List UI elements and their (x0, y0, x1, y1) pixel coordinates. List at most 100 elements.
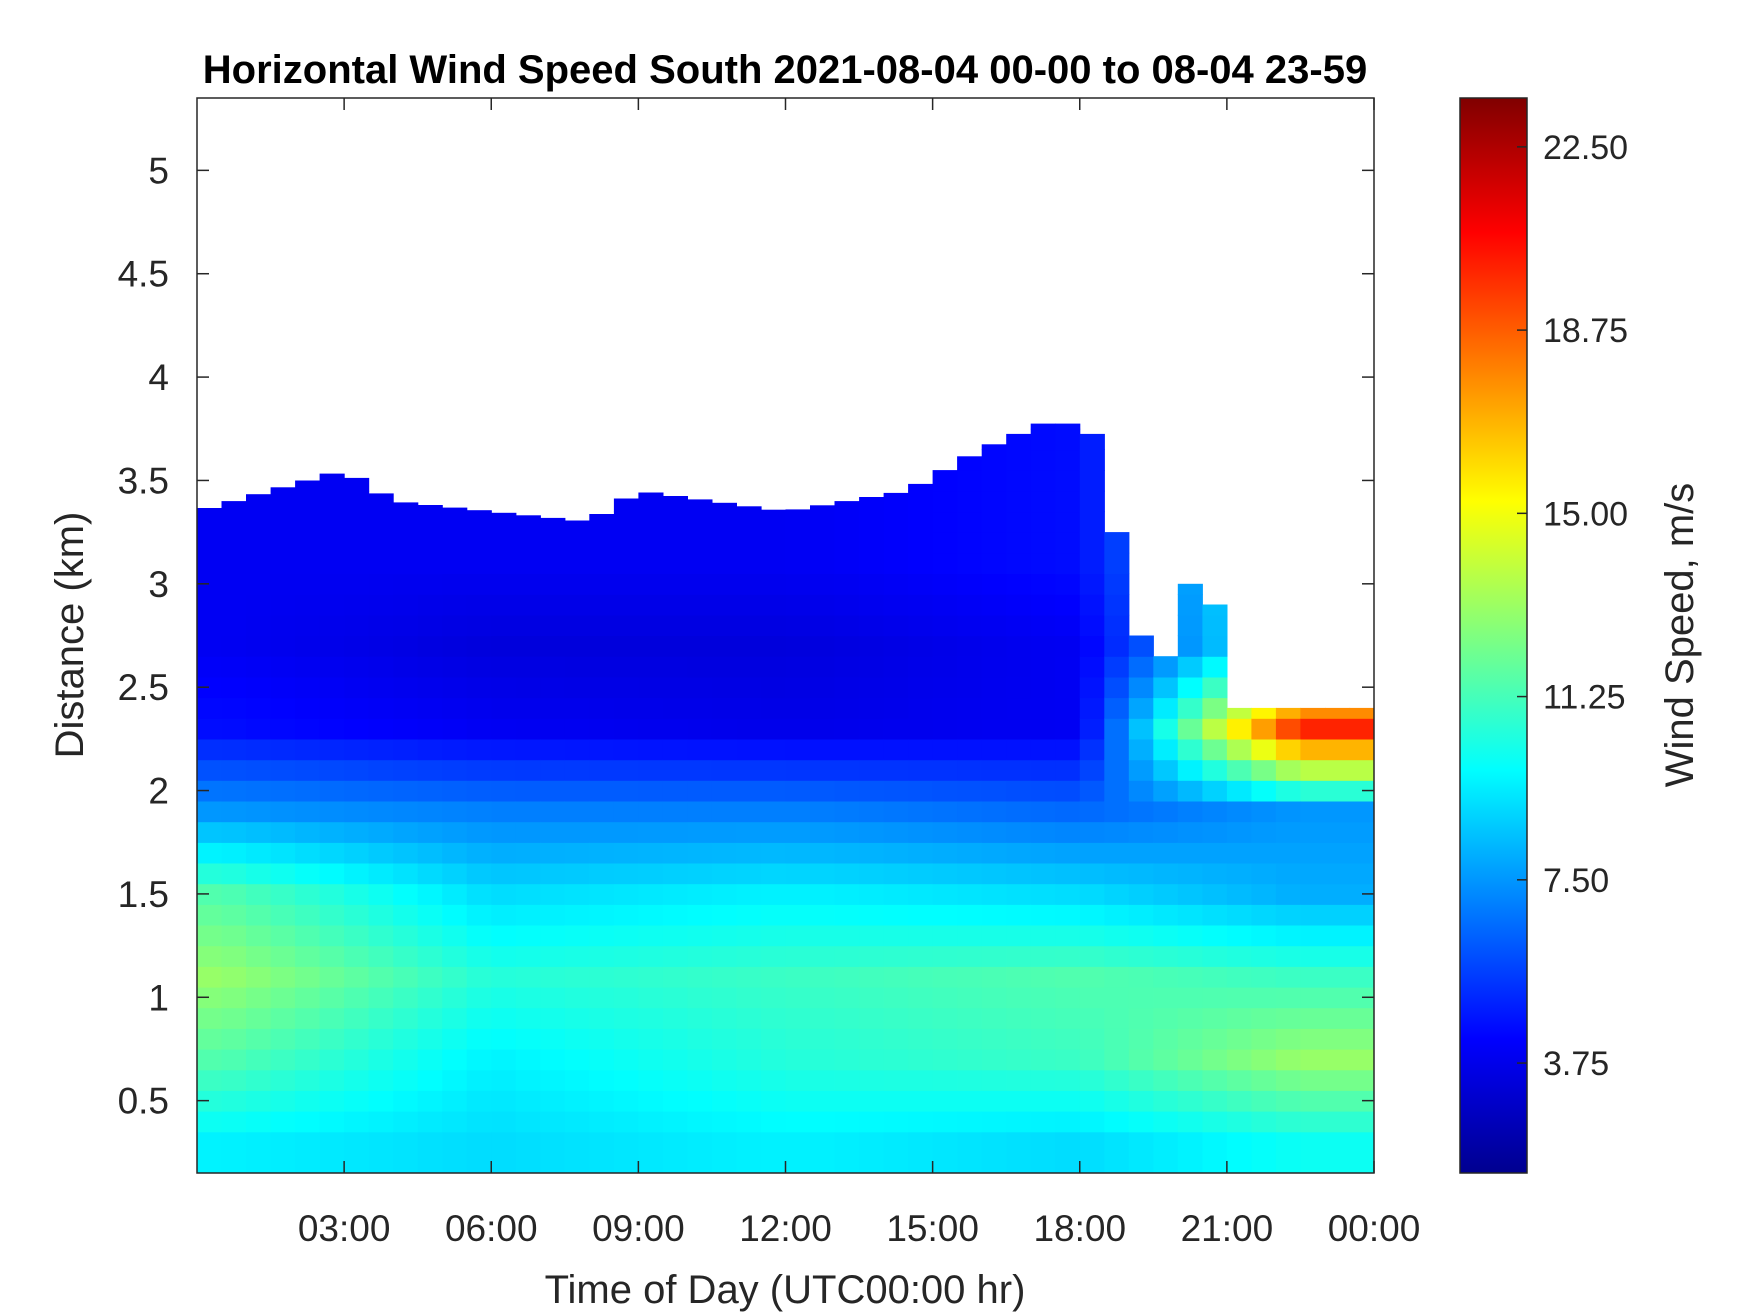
heatmap-cell-270 (393, 1111, 419, 1133)
heatmap-cell-1249 (1104, 986, 1130, 1009)
heatmap-cell-248 (368, 883, 394, 905)
heatmap-cell-628 (662, 1111, 688, 1133)
heatmap-cell-216 (344, 842, 370, 864)
heatmap-cell-876 (834, 759, 860, 781)
heatmap-cell-491 (540, 594, 566, 616)
heatmap-cell-958 (908, 1111, 934, 1133)
heatmap-cell-567 (613, 1007, 639, 1029)
heatmap-cell-859 (834, 1111, 860, 1133)
heatmap-cell-1054 (957, 532, 983, 554)
heatmap-cell-939 (883, 821, 909, 843)
heatmap-cell-654 (662, 573, 688, 595)
heatmap-cell-66 (246, 1152, 272, 1173)
heatmap-cell-942 (883, 759, 909, 781)
heatmap-cell-1205 (1079, 1152, 1105, 1173)
heatmap-cell-1514 (1349, 759, 1374, 781)
heatmap-cell-691 (687, 499, 713, 513)
heatmap-cell-853 (810, 552, 836, 575)
heatmap-cell-125 (270, 614, 296, 637)
heatmap-cell-747 (736, 697, 762, 719)
heatmap-cell-1274 (1128, 1111, 1154, 1133)
heatmap-cell-769 (761, 924, 787, 947)
heatmap-cell-1513 (1349, 780, 1374, 802)
heatmap-cell-839 (810, 842, 836, 864)
heatmap-cell-1220 (1079, 842, 1105, 864)
heatmap-cell-431 (491, 512, 517, 533)
heatmap-cell-1261 (1104, 738, 1130, 761)
heatmap-cell-1219 (1079, 862, 1105, 885)
heatmap-cell-272 (393, 1069, 419, 1091)
heatmap-cell-1391 (1226, 924, 1252, 947)
heatmap-cell-1233 (1079, 573, 1105, 595)
heatmap-cell-1092 (981, 470, 1007, 492)
heatmap-cell-425 (491, 635, 517, 657)
heatmap-cell-1342 (1177, 759, 1203, 781)
heatmap-cell-668 (687, 966, 713, 988)
heatmap-cell-1515 (1349, 738, 1374, 761)
heatmap-cell-1339 (1177, 821, 1203, 843)
heatmap-cell-331 (417, 532, 443, 554)
heatmap-cell-4 (197, 1069, 223, 1091)
heatmap-cell-56 (221, 676, 247, 699)
heatmap-cell-131 (270, 490, 296, 513)
heatmap-cell-297 (393, 552, 419, 575)
heatmap-cell-375 (466, 986, 492, 1009)
heatmap-cell-1252 (1104, 924, 1130, 947)
heatmap-cell-829 (810, 1049, 836, 1071)
heatmap-cell-323 (417, 697, 443, 719)
heatmap-cell-1484 (1325, 904, 1351, 926)
heatmap-cell-150 (295, 800, 321, 823)
heatmap-cell-1066 (981, 1007, 1007, 1029)
heatmap-cell-906 (859, 821, 885, 843)
heatmap-cell-158 (295, 635, 321, 657)
heatmap-cell-881 (834, 656, 860, 678)
heatmap-cell-1468 (1300, 759, 1326, 781)
heatmap-cell-563 (613, 1090, 639, 1112)
heatmap-cell-1193 (1055, 635, 1081, 657)
heatmap-cell-1020 (932, 532, 958, 554)
heatmap-cell-498 (564, 1111, 590, 1133)
heatmap-cell-186 (319, 759, 345, 781)
heatmap-cell-293 (393, 635, 419, 657)
heatmap-cell-806 (785, 842, 811, 864)
heatmap-cell-402 (491, 1111, 517, 1133)
heatmap-cell-1312 (1153, 862, 1179, 885)
heatmap-cell-1379 (1202, 604, 1228, 616)
heatmap-cell-1014 (932, 656, 958, 678)
heatmap-cell-1306 (1153, 986, 1179, 1009)
heatmap-cell-580 (613, 738, 639, 761)
heatmap-cell-652 (662, 614, 688, 637)
colorbar-tick-label-0: 3.75 (1543, 1045, 1609, 1083)
heatmap-cell-191 (319, 656, 345, 678)
heatmap-cell-720 (711, 573, 737, 595)
heatmap-cell-984 (908, 573, 934, 595)
heatmap-cell-679 (687, 738, 713, 761)
heatmap-cell-565 (613, 1049, 639, 1071)
heatmap-cell-1380 (1226, 1152, 1252, 1173)
heatmap-cell-890 (859, 1152, 885, 1173)
heatmap-cell-1390 (1226, 945, 1252, 967)
heatmap-cell-761 (761, 1090, 787, 1112)
heatmap-cell-1004 (932, 862, 958, 885)
heatmap-cell-1401 (1226, 718, 1252, 740)
heatmap-cell-1016 (932, 614, 958, 637)
heatmap-cell-637 (662, 924, 688, 947)
heatmap-cell-998 (932, 986, 958, 1009)
heatmap-cell-1036 (957, 904, 983, 926)
heatmap-cell-602 (638, 966, 664, 988)
heatmap-cell-13 (197, 883, 223, 905)
heatmap-cell-1349 (1177, 614, 1203, 637)
heatmap-cell-1517 (1349, 707, 1374, 719)
heatmap-cell-348 (442, 862, 468, 885)
heatmap-cell-1106 (1006, 924, 1032, 947)
heatmap-cell-681 (687, 697, 713, 719)
heatmap-cell-204 (344, 1090, 370, 1112)
heatmap-cell-1091 (981, 490, 1007, 513)
heatmap-cell-344 (442, 945, 468, 967)
heatmap-cell-1366 (1202, 862, 1228, 885)
heatmap-cell-1407 (1251, 1069, 1277, 1091)
heatmap-cell-284 (393, 821, 419, 843)
heatmap-cell-1231 (1079, 614, 1105, 637)
heatmap-cell-807 (785, 821, 811, 843)
heatmap-cell-917 (859, 594, 885, 616)
